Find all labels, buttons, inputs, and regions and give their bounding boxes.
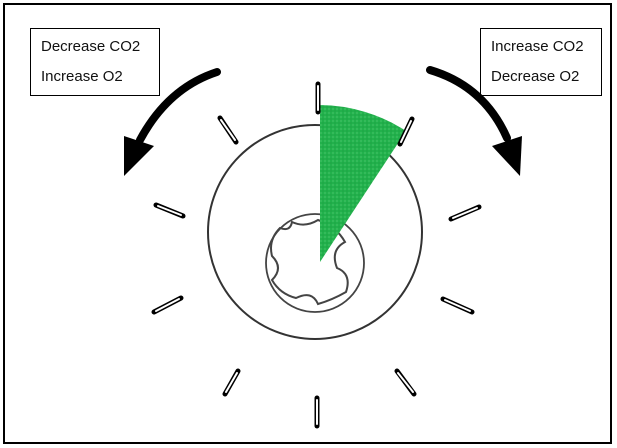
curved-arrow-counterclockwise-icon <box>124 68 221 176</box>
left-label-line-1: Decrease CO2 <box>41 38 141 55</box>
tick-mark-highlights <box>155 85 478 425</box>
right-label-line-1: Increase CO2 <box>491 38 584 55</box>
left-label-box: Decrease CO2 Increase O2 <box>30 28 160 96</box>
right-label-box: Increase CO2 Decrease O2 <box>480 28 602 96</box>
right-label-line-2: Decrease O2 <box>491 68 580 85</box>
left-label-line-2: Increase O2 <box>41 68 123 85</box>
inner-gear-shape <box>270 218 349 306</box>
curved-arrow-clockwise-icon <box>426 66 522 176</box>
outer-ring <box>207 124 423 340</box>
inner-ring <box>265 213 365 313</box>
tick-marks <box>151 81 482 429</box>
green-wedge <box>320 105 406 262</box>
